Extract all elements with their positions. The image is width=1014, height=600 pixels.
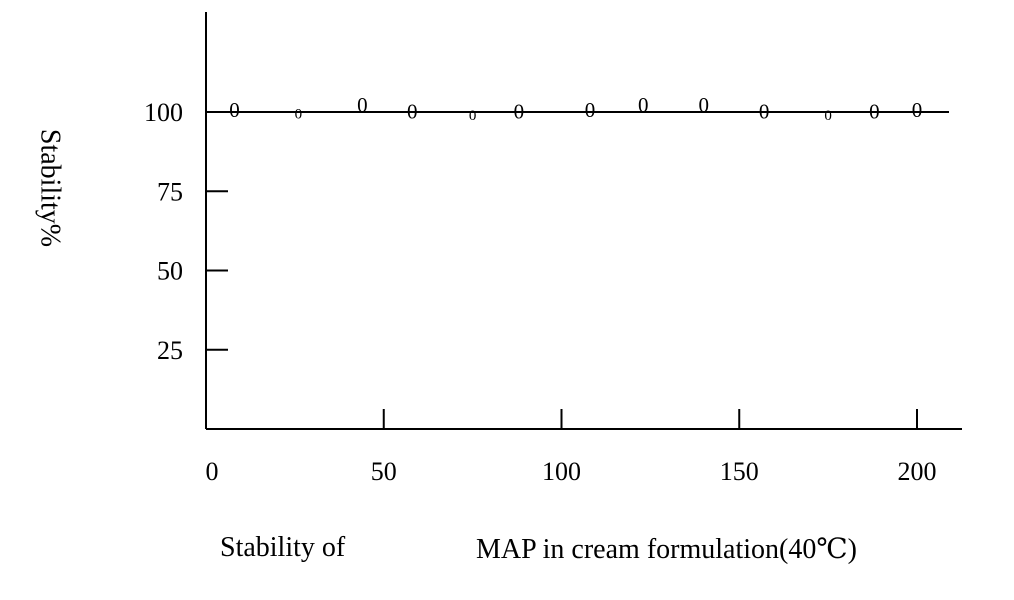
y-tick-label: 50 [157, 257, 183, 286]
chart-axes [205, 12, 962, 430]
x-tick-label: 100 [542, 457, 581, 486]
x-tick-label: 200 [898, 457, 937, 486]
chart-caption-right: MAP in cream formulation(40℃) [476, 534, 857, 565]
data-point: 0 [698, 93, 709, 117]
data-points: 0 0 0 0 0 0 0 0 0 0 0 0 0 [229, 93, 922, 124]
data-point: 0 [295, 107, 303, 123]
y-tick-label: 25 [157, 336, 183, 365]
x-tick-label: 50 [371, 457, 397, 486]
x-tick-label: 0 [206, 457, 219, 486]
chart-ticks [206, 111, 918, 429]
data-point: 0 [912, 98, 923, 122]
data-point: 0 [407, 99, 418, 123]
y-tick-label: 75 [157, 177, 183, 206]
chart-caption-left: Stability of [220, 532, 346, 563]
data-point: 0 [585, 98, 596, 122]
data-point: 0 [638, 93, 649, 117]
data-point: 0 [357, 93, 368, 117]
data-point: 0 [229, 98, 240, 122]
data-point: 0 [759, 99, 770, 123]
y-tick-label: 100 [144, 98, 183, 127]
data-point: 0 [514, 99, 525, 123]
x-tick-label: 150 [720, 457, 759, 486]
chart-tick-labels: 0 50 100 150 200 25 50 75 100 [144, 98, 937, 486]
data-point: 0 [469, 108, 477, 124]
data-point: 0 [869, 99, 880, 123]
y-axis-label: Stability% [35, 129, 66, 247]
data-point: 0 [824, 108, 832, 124]
